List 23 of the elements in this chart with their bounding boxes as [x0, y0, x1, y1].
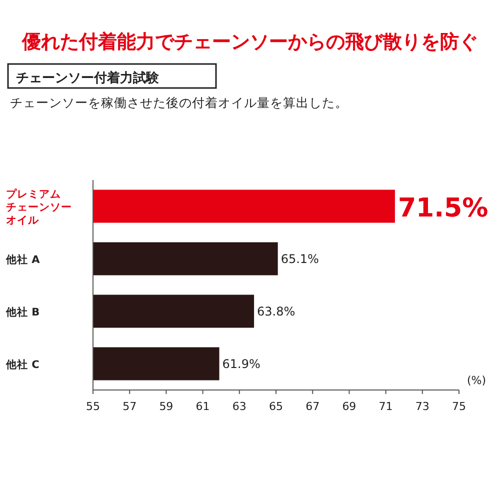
x-tick-label: 67 — [306, 400, 320, 413]
chart-subtitle: チェーンソー付着力試験 — [16, 70, 160, 86]
data-label: 65.1% — [280, 252, 319, 266]
text: チェーンソーを稼働させた後の付着オイル量を算出した。 — [10, 95, 348, 110]
chart-title: 優れた付着能力でチェーンソーからの飛び散りを防ぐ — [21, 31, 478, 53]
x-tick-label: 61 — [196, 400, 210, 413]
x-tick-label: 75 — [452, 400, 466, 413]
data-label: 71.5% — [398, 193, 488, 224]
x-tick-label: 73 — [415, 400, 430, 413]
x-axis-title: (%) — [467, 374, 486, 387]
y-tick-label: プレミアムチェーンソーオイル — [6, 187, 72, 226]
x-tick-label: 55 — [86, 400, 100, 413]
data-label: 61.9% — [222, 356, 260, 371]
x-tick-label: 71 — [378, 400, 393, 413]
x-tick-label: 57 — [122, 400, 137, 413]
x-tick-label: 69 — [342, 400, 356, 413]
y-tick-label: 他社 A — [5, 252, 41, 266]
y-tick-label: 他社 B — [5, 305, 40, 318]
x-tick-label: 65 — [269, 400, 283, 413]
x-tick-label: 63 — [232, 400, 246, 413]
x-tick-label: 59 — [159, 400, 174, 413]
y-tick-label: 他社 C — [5, 358, 40, 371]
data-label: 63.8% — [257, 304, 296, 318]
